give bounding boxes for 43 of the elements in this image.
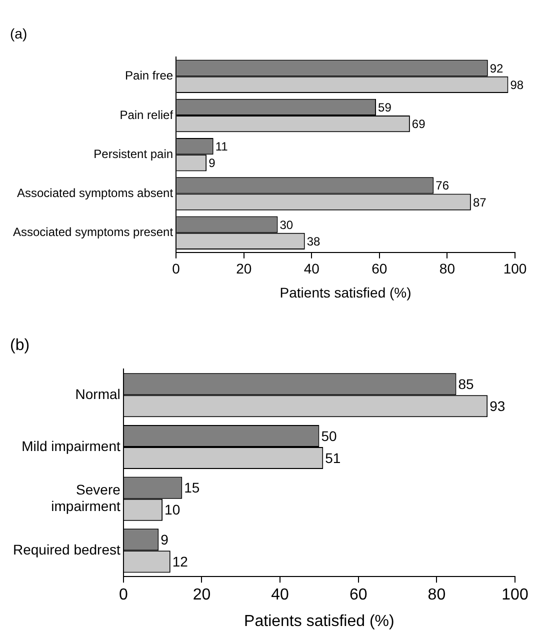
x-tick-label: 0 bbox=[118, 586, 128, 604]
chart-title: (b) bbox=[10, 337, 30, 354]
x-tick-label: 100 bbox=[502, 586, 528, 604]
x-tick-label: 60 bbox=[349, 586, 368, 604]
x-tick-label: 80 bbox=[439, 260, 456, 277]
x-tick-label: 20 bbox=[236, 260, 252, 277]
data-label: 98 bbox=[510, 78, 524, 92]
data-label: 9 bbox=[208, 156, 216, 170]
x-tick-label: 100 bbox=[503, 260, 527, 277]
y-tick-label: Associated symptoms absent bbox=[16, 186, 174, 200]
x-tick-label: 40 bbox=[304, 260, 320, 277]
data-label: 87 bbox=[472, 195, 487, 210]
x-tick-label: 0 bbox=[172, 260, 180, 277]
y-tick-label: Mild impairment bbox=[22, 438, 120, 454]
y-tick-label: Associated symptoms present bbox=[12, 225, 174, 240]
data-label: 92 bbox=[490, 61, 504, 76]
x-tick-label: 60 bbox=[372, 260, 388, 277]
data-label: 59 bbox=[378, 100, 392, 114]
x-axis-title: Patients satisfied (%) bbox=[280, 284, 412, 300]
x-tick-label: 20 bbox=[192, 586, 211, 604]
y-tick-label: Pain free bbox=[125, 68, 174, 83]
data-label: 10 bbox=[164, 502, 180, 518]
data-label: 51 bbox=[325, 450, 341, 466]
data-label: 93 bbox=[490, 398, 506, 414]
x-tick-label: 80 bbox=[428, 586, 446, 604]
y-tick-label: Severe impairment bbox=[51, 481, 121, 514]
y-tick-label: Normal bbox=[75, 386, 120, 402]
data-label: 50 bbox=[321, 428, 337, 444]
data-label: 76 bbox=[436, 178, 450, 193]
data-label: 9 bbox=[160, 532, 169, 548]
x-axis-title: Patients satisfied (%) bbox=[244, 612, 394, 630]
data-label: 12 bbox=[172, 554, 188, 570]
data-label: 69 bbox=[412, 117, 426, 132]
data-label: 38 bbox=[306, 234, 321, 248]
y-tick-label: Pain relief bbox=[120, 108, 174, 122]
data-label: 85 bbox=[458, 376, 474, 392]
y-tick-label: Required bedrest bbox=[12, 542, 121, 558]
data-label: 15 bbox=[184, 480, 200, 496]
data-label: 11 bbox=[215, 140, 228, 154]
text: (a) bbox=[10, 25, 28, 42]
y-tick-label: Persistent pain bbox=[94, 146, 174, 161]
x-tick-label: 40 bbox=[271, 586, 290, 604]
data-label: 30 bbox=[280, 218, 294, 232]
